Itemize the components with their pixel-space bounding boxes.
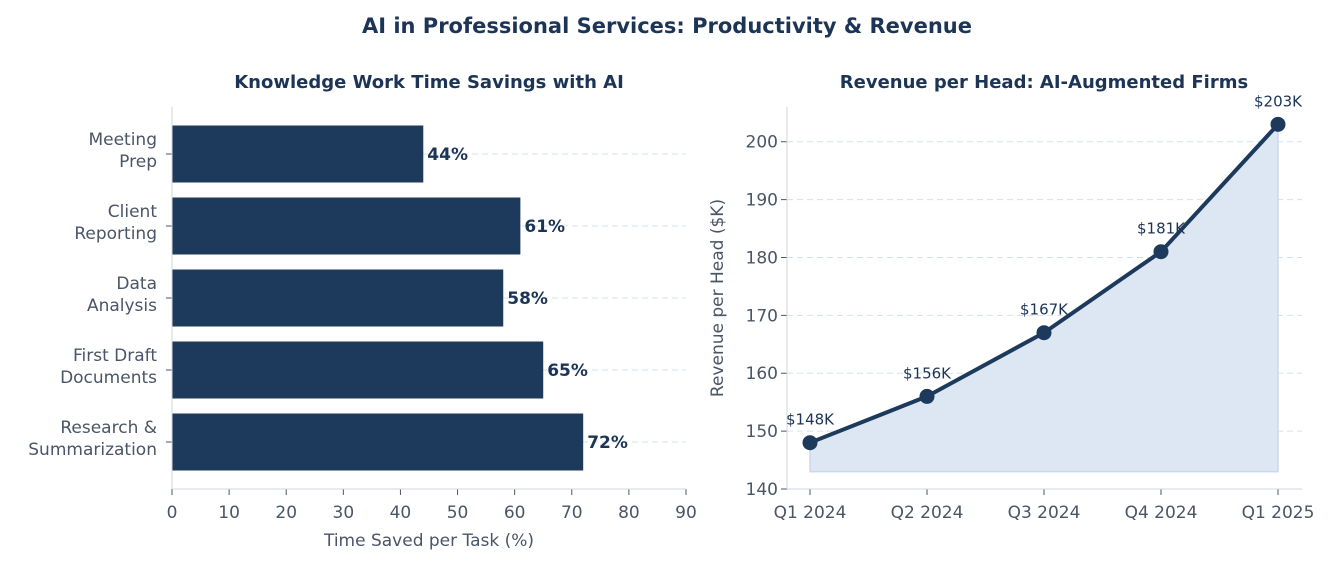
line-data-labels: $148K $156K $167K $181K $203K [786, 92, 1303, 428]
line-data-label: $148K [786, 411, 835, 429]
line-y-tick-label: 200 [746, 133, 778, 153]
line-y-tick-label: 150 [746, 422, 778, 442]
line-y-axis-label: Revenue per Head ($K) [708, 199, 728, 397]
bar-category-label: Reporting [74, 224, 157, 244]
bar-x-tick-label: 70 [561, 503, 583, 523]
bar-data-label: 58% [507, 289, 548, 309]
bar-x-tick-label: 0 [167, 503, 178, 523]
bar-category-label: Summarization [28, 440, 157, 460]
line-points [802, 116, 1286, 451]
line-x-tick-label: Q4 2024 [1125, 503, 1198, 523]
line-y-tick-label: 140 [746, 480, 778, 500]
bar-category-label: Meeting [88, 130, 157, 150]
line-x-ticks: Q1 2024 Q2 2024 Q3 2024 Q4 2024 Q1 2025 [774, 489, 1315, 523]
bar [172, 341, 544, 399]
bar-x-tick-label: 20 [275, 503, 297, 523]
bar-category-label: Prep [119, 152, 157, 172]
bar-category-label: First Draft [73, 346, 157, 366]
bar-category-label: Documents [60, 368, 157, 388]
bar-x-tick-label: 10 [218, 503, 240, 523]
bar-x-axis-label: Time Saved per Task (%) [323, 531, 534, 551]
bar-chart-title: Knowledge Work Time Savings with AI [234, 72, 624, 93]
bar [172, 125, 424, 183]
line-y-ticks: 140 150 160 170 180 190 200 [746, 133, 787, 500]
line-point [1036, 325, 1052, 341]
bar-category-label: Data [116, 274, 157, 294]
line-x-tick-label: Q1 2024 [774, 503, 847, 523]
bar-category-label: Analysis [87, 296, 157, 316]
bar-data-label: 44% [427, 145, 468, 165]
line-data-label: $181K [1137, 220, 1186, 238]
line-point [1153, 244, 1169, 260]
line-x-tick-label: Q1 2025 [1242, 503, 1315, 523]
bar [172, 197, 521, 255]
line-y-tick-label: 180 [746, 248, 778, 268]
bar-x-tick-label: 40 [390, 503, 412, 523]
bar-x-ticks: 0 10 20 30 40 50 60 70 80 90 [167, 489, 697, 523]
line-data-label: $167K [1020, 301, 1069, 319]
line-data-label: $203K [1254, 92, 1303, 110]
line-y-tick-label: 170 [746, 306, 778, 326]
area-fill [809, 122, 1279, 473]
figure-title: AI in Professional Services: Productivit… [362, 14, 972, 38]
bar-chart: Knowledge Work Time Savings with AI 44% 6… [28, 72, 697, 551]
bar-x-tick-label: 50 [447, 503, 469, 523]
bar-data-label: 65% [547, 361, 588, 381]
bar-series: 44% 61% 58% 65% 72% [172, 125, 628, 471]
line-x-tick-label: Q2 2024 [891, 503, 964, 523]
bar-x-tick-label: 60 [504, 503, 526, 523]
line-point [919, 388, 935, 404]
line-y-tick-label: 160 [746, 364, 778, 384]
bar-x-tick-label: 90 [675, 503, 697, 523]
bar-x-tick-label: 80 [618, 503, 640, 523]
line-chart: Revenue per Head: AI-Augmented Firms $14… [708, 72, 1314, 523]
bar [172, 413, 584, 471]
line-x-tick-label: Q3 2024 [1008, 503, 1081, 523]
line-data-label: $156K [903, 364, 952, 382]
line-chart-title: Revenue per Head: AI-Augmented Firms [840, 72, 1248, 93]
bar-category-label: Research & [60, 418, 157, 438]
bar-x-tick-label: 30 [333, 503, 355, 523]
bar [172, 269, 504, 327]
line-y-tick-label: 190 [746, 191, 778, 211]
bar-data-label: 61% [524, 217, 565, 237]
bar-data-label: 72% [587, 433, 628, 453]
line-point [1270, 116, 1286, 132]
bar-category-label: Client [108, 202, 158, 222]
line-point [802, 435, 818, 451]
